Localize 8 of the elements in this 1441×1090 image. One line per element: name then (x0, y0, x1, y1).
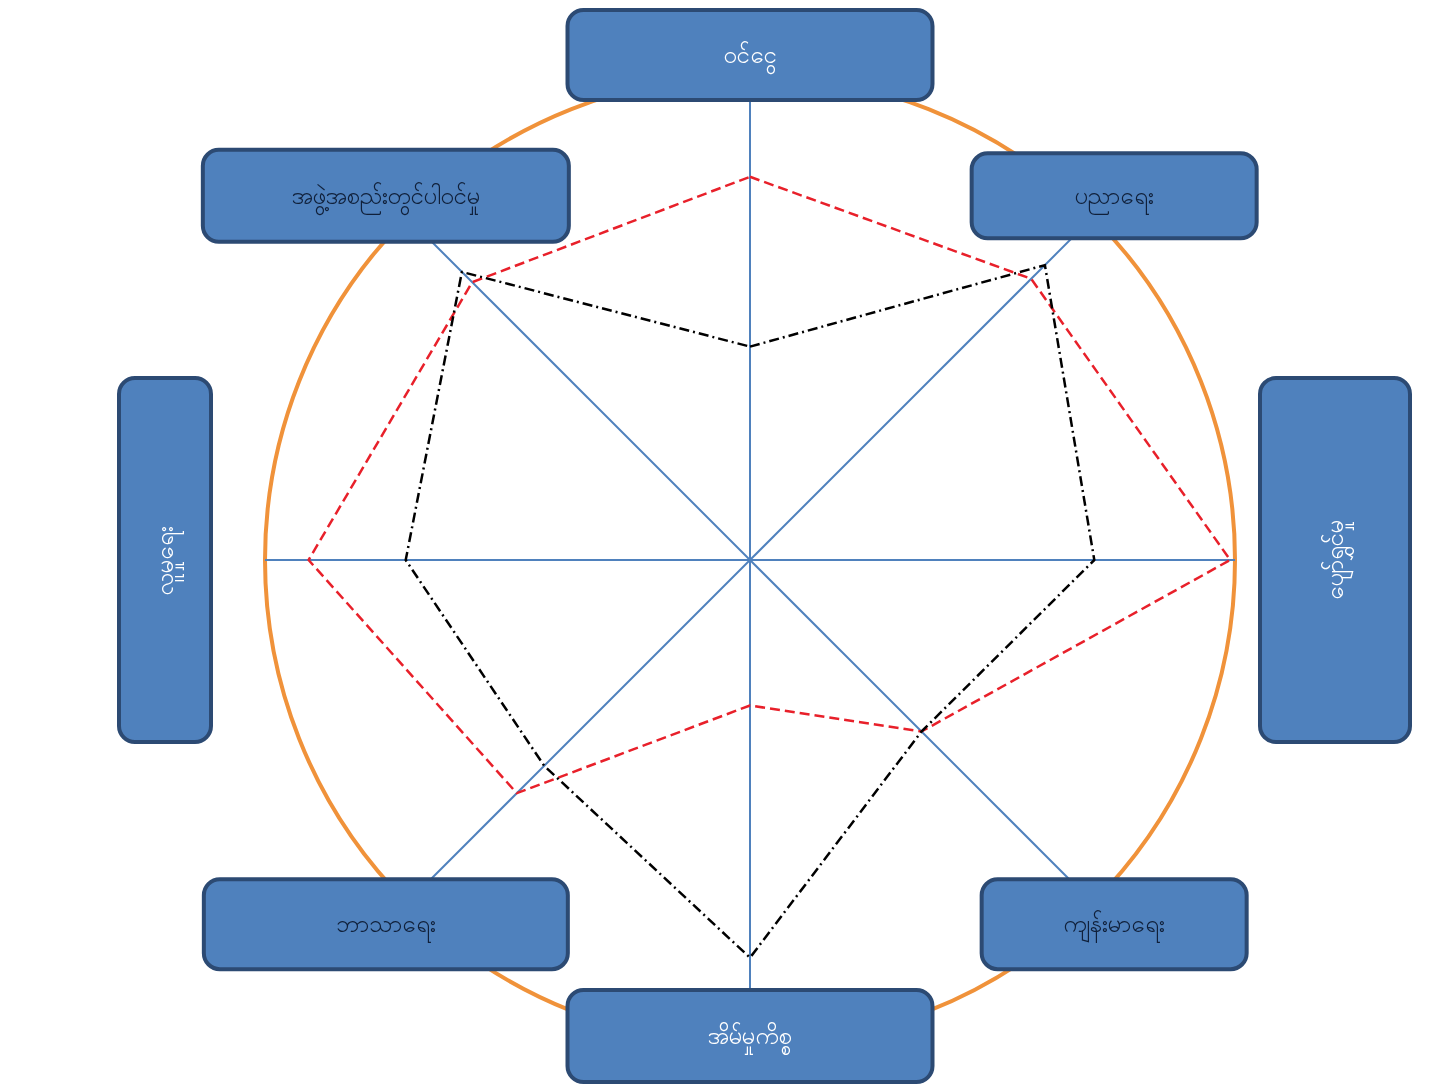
spoke-label: ပျော်ရွှင်မှု (1320, 520, 1354, 600)
spoke-label: ဘာသာရေး (335, 910, 436, 944)
spoke-label: ပညာရေး (1074, 181, 1154, 215)
spoke-label: ကျန်းမာရေး (1063, 909, 1166, 944)
spoke-label: အဖွဲ့အစည်းတွင်ပါဝင်မှု (291, 180, 480, 216)
spoke-label: အိမ်မှုကိစ္စ (708, 1021, 792, 1055)
spoke-label: လူမှုရေး (151, 525, 184, 595)
spoke-label: ဝင်ငွေ (723, 40, 777, 75)
